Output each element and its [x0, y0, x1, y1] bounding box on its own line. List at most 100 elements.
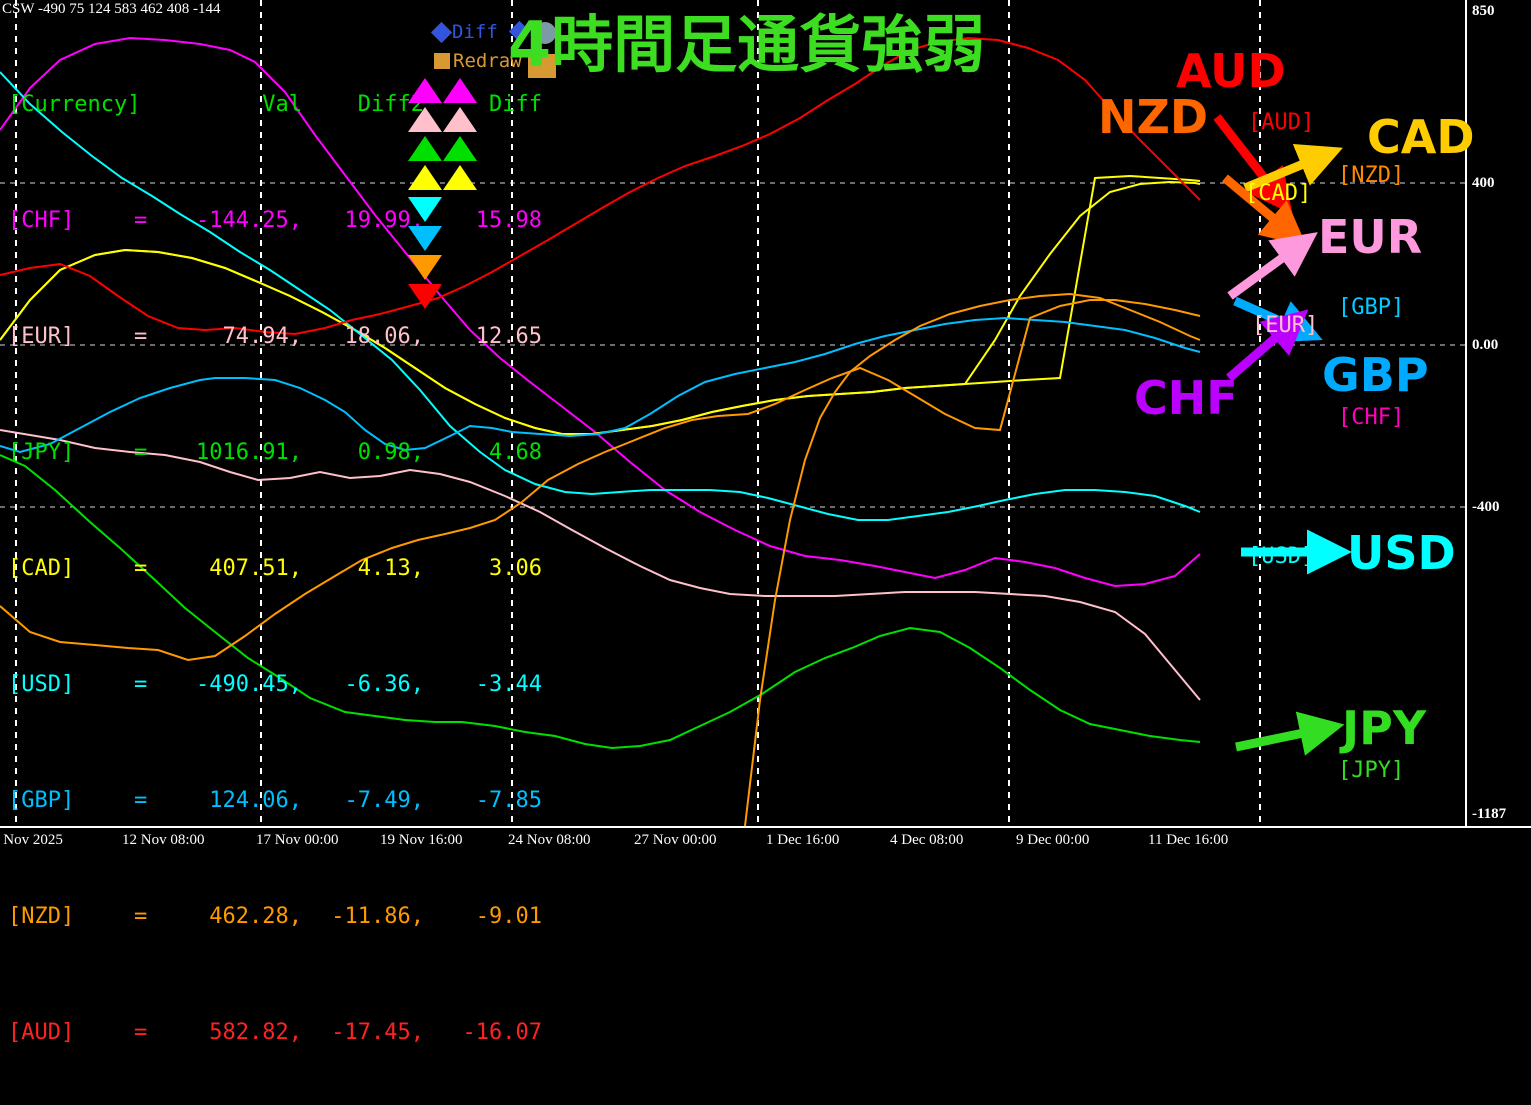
chart-window: 850 400 0.00 -400 -1187 7 Nov 2025 12 No… — [0, 0, 1531, 1045]
label-usd: USD — [1347, 526, 1456, 580]
th-diff: Diff — [489, 92, 542, 117]
label-chf: CHF — [1134, 371, 1238, 425]
tag-chf: [CHF] — [1338, 405, 1405, 430]
cell-diff2: -11.86, — [331, 904, 424, 929]
tag-aud: [AUD] — [1248, 110, 1315, 135]
cell-diff: 3.06 — [489, 556, 542, 581]
cell-currency: [EUR] — [8, 324, 75, 349]
cell-currency: [GBP] — [8, 788, 75, 813]
x-tick-5: 27 Nov 00:00 — [634, 832, 717, 848]
series-lines — [0, 0, 1465, 826]
th-currency: [Currency] — [8, 92, 141, 117]
x-tick-1: 12 Nov 08:00 — [122, 832, 205, 848]
x-tick-2: 17 Nov 00:00 — [256, 832, 339, 848]
cell-val: -144.25, — [196, 208, 302, 233]
x-axis: 7 Nov 2025 12 Nov 08:00 17 Nov 00:00 19 … — [0, 826, 1531, 855]
table-row[interactable]: [NZD] = 462.28, -11.86, -9.01 — [8, 902, 542, 931]
cell-val: 407.51, — [209, 556, 302, 581]
x-tick-9: 11 Dec 16:00 — [1148, 832, 1229, 848]
status-header: CSW -490 75 124 583 462 408 -144 — [2, 1, 221, 17]
cell-eq: = — [134, 556, 148, 581]
table-row[interactable]: [CAD] = 407.51, 4.13, 3.06 — [8, 554, 542, 583]
tag-cad: [CAD] — [1245, 181, 1312, 206]
cell-val: 1016.91, — [196, 440, 302, 465]
cell-diff2: 19.99, — [344, 208, 424, 233]
cell-eq: = — [134, 672, 148, 697]
legend-item-diff[interactable]: Diff — [430, 18, 522, 47]
trend-up-icon-jpy-1 — [408, 136, 442, 161]
tag-jpy: [JPY] — [1338, 758, 1405, 783]
cell-val: 582.82, — [209, 1020, 302, 1045]
cell-diff: 15.98 — [475, 208, 542, 233]
tag-gbp: [GBP] — [1338, 295, 1405, 320]
y-axis: 850 400 0.00 -400 -1187 — [1465, 0, 1531, 826]
label-nzd: NZD — [1098, 90, 1209, 144]
cell-eq: = — [134, 324, 148, 349]
table-row[interactable]: [AUD] = 582.82, -17.45, -16.07 — [8, 1018, 542, 1047]
x-tick-0: 7 Nov 2025 — [0, 832, 63, 848]
trend-up-icon-chf-1 — [408, 78, 442, 103]
cell-diff2: -7.49, — [344, 788, 424, 813]
cell-currency: [AUD] — [8, 1020, 75, 1045]
table-row[interactable]: [CHF] = -144.25, 19.99, 15.98 — [8, 206, 542, 235]
cell-eq: = — [134, 904, 148, 929]
trend-up-icon-cad-1 — [408, 165, 442, 190]
cell-diff2: -17.45, — [331, 1020, 424, 1045]
trend-down-icon-nzd — [408, 255, 442, 280]
plot-area[interactable] — [0, 0, 1465, 826]
table-row[interactable]: [JPY] = 1016.91, 0.98, 4.68 — [8, 438, 542, 467]
cell-diff: -16.07 — [462, 1020, 542, 1045]
cell-currency: [JPY] — [8, 440, 75, 465]
cell-currency: [CAD] — [8, 556, 75, 581]
cell-diff2: -6.36, — [344, 672, 424, 697]
table-row[interactable]: [USD] = -490.45, -6.36, -3.44 — [8, 670, 542, 699]
cell-eq: = — [134, 440, 148, 465]
x-tick-8: 9 Dec 00:00 — [1016, 832, 1090, 848]
y-tick-850: 850 — [1472, 3, 1495, 19]
cell-val: -490.45, — [196, 672, 302, 697]
trend-up-icon-chf-2 — [443, 78, 477, 103]
label-cad: CAD — [1367, 110, 1475, 164]
cell-currency: [CHF] — [8, 208, 75, 233]
th-val: Val — [262, 92, 302, 117]
cell-diff: 12.65 — [475, 324, 542, 349]
y-tick-400: 400 — [1472, 175, 1495, 191]
table-row[interactable]: [EUR] = 74.94, 18.06, 12.65 — [8, 322, 542, 351]
table-row[interactable]: [GBP] = 124.06, -7.49, -7.85 — [8, 786, 542, 815]
legend-label-redraw: Redraw — [453, 50, 522, 72]
circle-icon-button[interactable] — [534, 22, 556, 44]
label-gbp: GBP — [1322, 348, 1429, 402]
cell-diff: -9.01 — [475, 904, 542, 929]
cell-diff: -7.85 — [475, 788, 542, 813]
tag-nzd: [NZD] — [1338, 163, 1405, 188]
cell-currency: [USD] — [8, 672, 75, 697]
cell-diff2: 0.98, — [357, 440, 424, 465]
cell-val: 124.06, — [209, 788, 302, 813]
page-title: 4時間足通貨強弱 — [508, 8, 986, 81]
cell-val: 74.94, — [222, 324, 302, 349]
y-tick-neg1187: -1187 — [1472, 806, 1507, 822]
label-aud: AUD — [1176, 44, 1286, 98]
legend-item-redraw[interactable]: Redraw — [434, 47, 522, 76]
trend-up-icon-eur-2 — [443, 107, 477, 132]
cell-diff2: 18.06, — [344, 324, 424, 349]
square-icon-button[interactable] — [528, 54, 556, 78]
trend-down-icon-usd — [408, 197, 442, 222]
cell-diff: -3.44 — [475, 672, 542, 697]
th-diff2: Diff2 — [357, 92, 424, 117]
trend-up-icon-jpy-2 — [443, 136, 477, 161]
cell-eq: = — [134, 208, 148, 233]
label-jpy: JPY — [1342, 701, 1427, 755]
diamond-icon — [430, 21, 453, 44]
label-eur: EUR — [1318, 210, 1423, 264]
tag-eur: [EUR] — [1252, 313, 1319, 338]
trend-up-icon-eur-1 — [408, 107, 442, 132]
tag-usd: [USD] — [1248, 544, 1315, 569]
cell-diff2: 4.13, — [357, 556, 424, 581]
trend-down-icon-gbp — [408, 226, 442, 251]
currency-table: [Currency] Val Diff2 Diff [CHF] = -144.25, 19.… — [8, 32, 542, 1105]
x-tick-7: 4 Dec 08:00 — [890, 832, 964, 848]
cell-eq: = — [134, 788, 148, 813]
trend-up-icon-cad-2 — [443, 165, 477, 190]
y-tick-0: 0.00 — [1472, 337, 1499, 353]
